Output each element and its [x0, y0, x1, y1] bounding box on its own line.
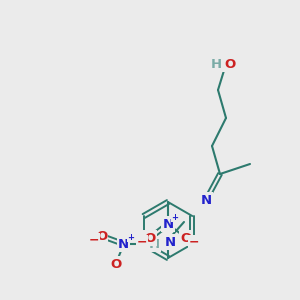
Text: N: N [118, 238, 129, 250]
Text: −: − [88, 233, 99, 247]
Text: O: O [110, 257, 122, 271]
Text: −: − [189, 236, 199, 248]
Text: O: O [180, 232, 192, 244]
Text: N: N [164, 236, 175, 248]
Text: O: O [224, 58, 236, 70]
Text: +: + [172, 212, 178, 221]
Text: O: O [96, 230, 107, 242]
Text: −: − [137, 236, 147, 248]
Text: H: H [210, 58, 222, 70]
Text: +: + [127, 232, 134, 242]
Text: O: O [144, 232, 156, 244]
Text: N: N [162, 218, 174, 230]
Text: N: N [200, 194, 211, 206]
Text: H: H [148, 238, 160, 250]
